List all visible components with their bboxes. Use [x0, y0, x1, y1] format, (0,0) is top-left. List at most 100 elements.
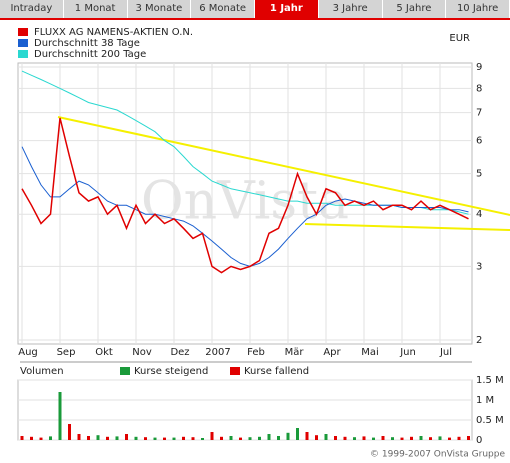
volume-bar: [372, 437, 375, 440]
legend-swatch: [18, 28, 28, 36]
x-tick-label: Apr: [323, 347, 341, 358]
tab-bar: Intraday 1 Monat 3 Monate 6 Monate 1 Jahr 3 J…: [0, 0, 510, 20]
y-tick-label: 0.5 M: [476, 415, 504, 426]
volume-bar: [229, 436, 233, 440]
volume-bar: [239, 437, 242, 440]
legend-swatch: [18, 50, 28, 58]
x-tick-label: Okt: [95, 347, 113, 358]
volume-bar: [381, 436, 385, 440]
legend-swatch: [18, 39, 28, 47]
plot-frame: [17, 62, 473, 345]
volume-bar: [125, 434, 128, 440]
tab[interactable]: 10 Jahre: [446, 0, 510, 18]
x-tick-label: Dez: [170, 347, 189, 358]
series-line: [21, 117, 469, 274]
volume-bar: [362, 436, 366, 440]
x-tick-label: Mai: [361, 347, 379, 358]
x-tick-label: Jun: [399, 347, 416, 358]
volume-bar: [87, 436, 90, 440]
trend-line: [304, 223, 510, 231]
volume-bar: [315, 435, 318, 440]
trend-line: [57, 116, 510, 216]
volume-bar: [296, 428, 299, 440]
volume-bar: [210, 432, 214, 440]
x-tick-label: Nov: [132, 347, 152, 358]
legend-swatch: [230, 367, 240, 375]
volume-bar: [429, 437, 432, 440]
volume-bar: [258, 436, 261, 440]
x-tick-label: Aug: [18, 347, 38, 358]
volume-bar: [201, 438, 204, 440]
volume-bar: [172, 437, 176, 440]
watermark: OnVista: [141, 172, 349, 232]
legend-label: Durchschnitt 200 Tage: [34, 49, 146, 60]
volume-bar: [419, 436, 423, 440]
legend-label: FLUXX AG NAMENS-AKTIEN O.N.: [34, 27, 193, 38]
legend-label: Durchschnitt 38 Tage: [34, 38, 140, 49]
volume-bar: [248, 437, 252, 440]
volume-bar: [77, 434, 81, 440]
volume-bar: [39, 437, 43, 440]
y-tick-label: 0: [476, 435, 482, 446]
tab[interactable]: 5 Jahre: [383, 0, 447, 18]
volume-bar: [58, 392, 62, 440]
chart: EUR OnVista Volumen 2 3 4 5 6 7 8 9 Aug Sep Okt Nov…: [17, 27, 510, 460]
volume-bar: [49, 436, 52, 440]
volume-bar: [68, 424, 71, 440]
legend-swatch: [120, 367, 130, 375]
tab[interactable]: 3 Jahre: [319, 0, 383, 18]
plot-frame: [17, 379, 473, 441]
tab[interactable]: Intraday: [0, 0, 64, 18]
legend-label: Kurse fallend: [244, 366, 309, 377]
y-tick-label: 6: [476, 136, 482, 147]
volume-bar: [182, 436, 185, 440]
x-tick-label: Jul: [439, 347, 452, 358]
tab[interactable]: 1 Jahr: [255, 0, 319, 18]
legend-label: Kurse steigend: [134, 366, 208, 377]
volume-title: Volumen: [20, 366, 64, 377]
footer: © 1999-2007 OnVista Gruppe: [370, 450, 505, 460]
x-tick-label: Mär: [285, 347, 305, 358]
volume-bar: [400, 437, 404, 440]
y-tick-label: 7: [476, 108, 482, 119]
volume-bar: [353, 437, 356, 440]
y-tick-label: 1 M: [476, 395, 494, 406]
volume-bar: [267, 434, 271, 440]
volume-bar: [334, 436, 337, 440]
volume-bar: [457, 436, 461, 440]
volume-bar: [448, 437, 451, 440]
volume-bar: [96, 435, 100, 440]
y-tick-label: 4: [476, 209, 482, 220]
volume-bar: [115, 436, 119, 440]
volume-bar: [324, 434, 328, 440]
unit-label: EUR: [449, 33, 470, 44]
volume-bar: [106, 436, 109, 440]
volume-bar: [220, 436, 223, 440]
volume-bar: [20, 436, 24, 440]
x-tick-label: Feb: [247, 347, 265, 358]
volume-bar: [467, 436, 470, 440]
volume-bar: [191, 437, 195, 440]
tab[interactable]: 6 Monate: [191, 0, 255, 18]
volume-bar: [391, 437, 394, 440]
volume-bar: [30, 436, 33, 440]
y-tick-label: 9: [476, 62, 482, 73]
y-tick-label: 2: [476, 335, 482, 346]
volume-bar: [343, 436, 347, 440]
volume-bar: [305, 432, 309, 440]
y-tick-label: 5: [476, 169, 482, 180]
volume-bar: [153, 437, 157, 440]
volume-bar: [438, 436, 442, 440]
volume-bar: [144, 437, 147, 440]
tab[interactable]: 3 Monate: [128, 0, 192, 18]
volume-bar: [134, 436, 138, 440]
volume-bar: [286, 432, 290, 440]
volume-bar: [277, 436, 280, 440]
tab[interactable]: 1 Monat: [64, 0, 128, 18]
x-tick-label: Sep: [57, 347, 76, 358]
x-tick-label: 2007: [205, 347, 230, 358]
y-tick-label: 3: [476, 261, 482, 272]
y-tick-label: 8: [476, 83, 482, 94]
y-tick-label: 1.5 M: [476, 375, 504, 386]
